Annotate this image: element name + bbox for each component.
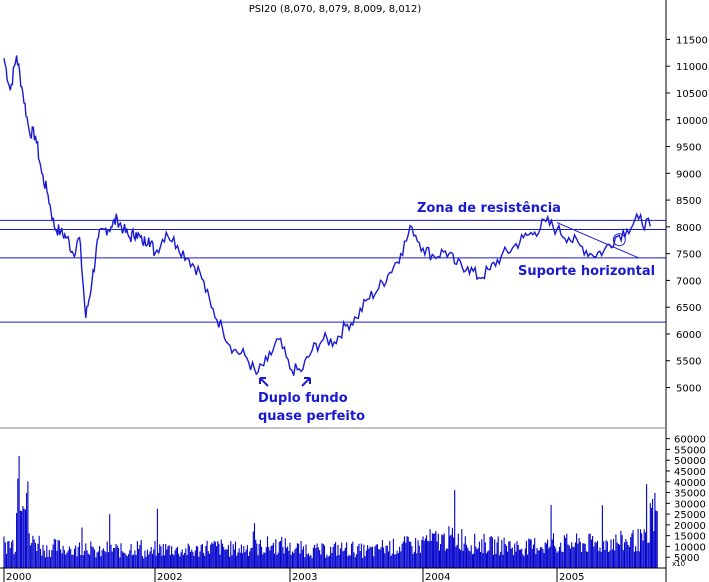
arrow-right	[301, 377, 311, 387]
y-tick-label: 7500	[676, 250, 701, 261]
y-tick-label: 6500	[676, 303, 701, 314]
vol-tick-label: 45000	[674, 467, 706, 478]
x-tick-label: 2003	[292, 572, 317, 582]
annotation-label: quase perfeito	[258, 409, 365, 424]
vol-tick-label: 50000	[674, 456, 706, 467]
vol-tick-label: 10000	[674, 542, 706, 553]
annotation-label: Zona de resistência	[417, 201, 561, 216]
y-tick-label: 11500	[676, 35, 708, 46]
price-chart-title: PSI20 (8,070, 8,079, 8,009, 8,012)	[249, 4, 422, 15]
vol-tick-label: 35000	[674, 489, 706, 500]
y-tick-label: 8000	[676, 223, 701, 234]
y-tick-label: 9000	[676, 169, 701, 180]
y-tick-label: 10500	[676, 89, 708, 100]
y-tick-label: 8500	[676, 196, 701, 207]
vol-tick-label: 60000	[674, 435, 706, 446]
vol-tick-label: 30000	[674, 499, 706, 510]
annotation-label: Duplo fundo	[258, 391, 348, 406]
vol-tick-label: 15000	[674, 532, 706, 543]
y-tick-label: 5500	[676, 357, 701, 368]
price-line	[3, 55, 651, 376]
vol-tick-label: 25000	[674, 510, 706, 521]
y-tick-label: 11000	[676, 62, 708, 73]
x-tick-label: 2004	[425, 572, 450, 582]
trend-line	[556, 222, 639, 259]
vol-tick-label: 55000	[674, 445, 706, 456]
vol-tick-label: 20000	[674, 521, 706, 532]
x-tick-label: 2005	[559, 572, 584, 582]
breakout-circle	[612, 233, 626, 247]
arrow-left	[259, 377, 269, 387]
vol-tick-label: 5000	[674, 553, 699, 564]
y-tick-label: 10000	[676, 116, 708, 127]
annotation-label: Suporte horizontal	[518, 264, 655, 279]
y-tick-label: 7000	[676, 276, 701, 287]
x-tick-label: 2000	[6, 572, 31, 582]
vol-tick-label: 40000	[674, 478, 706, 489]
y-tick-label: 9500	[676, 143, 701, 154]
x-tick-label: 2002	[157, 572, 182, 582]
price-panel: Zona de resistência Suporte horizontal Dup…	[0, 55, 666, 424]
vol-unit-label: x10	[672, 560, 685, 568]
y-tick-label: 6000	[676, 330, 701, 341]
y-tick-label: 5000	[676, 384, 701, 395]
volume-panel	[3, 455, 658, 568]
